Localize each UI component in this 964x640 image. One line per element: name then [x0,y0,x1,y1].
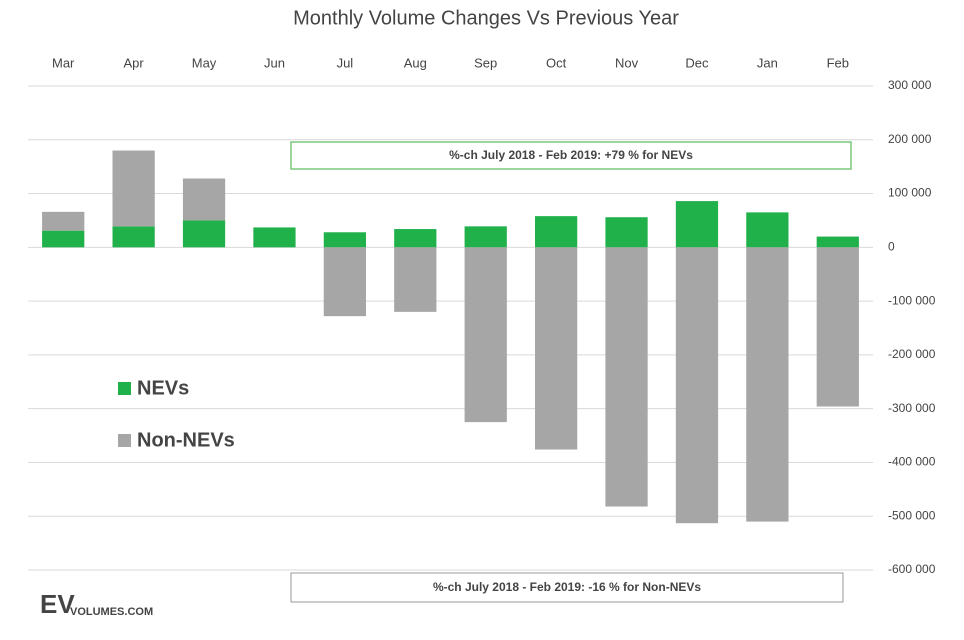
y-tick-label: -600 000 [888,562,936,576]
bar [464,226,507,248]
annotation-box [290,141,852,170]
legend-swatch [118,434,131,447]
legend-label: Non-NEVs [137,429,235,451]
bar [42,230,85,248]
y-tick-label: -100 000 [888,293,936,307]
bar [42,211,85,231]
bar [746,247,789,522]
legend-label: NEVs [137,377,189,399]
x-tick-label: Jun [264,55,285,70]
x-tick-label: Sep [474,55,497,70]
x-tick-label: May [192,55,217,70]
y-tick-label: 200 000 [888,132,932,146]
bar [605,247,648,507]
logo: EV [40,589,75,619]
x-tick-label: Aug [404,55,427,70]
y-tick-label: 0 [888,240,895,254]
y-tick-label: -200 000 [888,347,936,361]
x-tick-label: Jul [337,55,354,70]
bar [323,247,366,317]
y-tick-label: 300 000 [888,78,932,92]
x-tick-label: Jan [757,55,778,70]
x-tick-label: Mar [52,55,75,70]
annotation-box [290,572,844,603]
bar [182,220,226,248]
bar [253,227,296,248]
bar [323,232,366,248]
bar [605,217,648,248]
y-tick-label: -400 000 [888,455,936,469]
logo-sub: VOLUMES.COM [70,606,153,618]
bar [394,229,437,248]
bar [816,247,859,407]
bar [112,226,155,248]
bar [675,247,719,524]
x-tick-label: Nov [615,55,639,70]
annotation: %-ch July 2018 - Feb 2019: -16 % for Non… [433,580,701,594]
bar [535,247,578,450]
bar [464,247,507,423]
y-tick-label: -300 000 [888,401,936,415]
bar [675,201,719,248]
annotation: %-ch July 2018 - Feb 2019: +79 % for NEV… [449,148,693,162]
legend-swatch [118,382,131,395]
y-tick-label: 100 000 [888,186,932,200]
bar [112,150,155,227]
x-tick-label: Feb [827,55,849,70]
bar [535,216,578,248]
x-tick-label: Dec [685,55,709,70]
x-tick-label: Oct [546,55,567,70]
bar [182,178,226,221]
y-tick-label: -500 000 [888,508,936,522]
bar [394,247,437,312]
bar [816,236,859,248]
bar [746,212,789,248]
x-tick-label: Apr [124,55,145,70]
chart-title: Monthly Volume Changes Vs Previous Year [293,7,679,29]
